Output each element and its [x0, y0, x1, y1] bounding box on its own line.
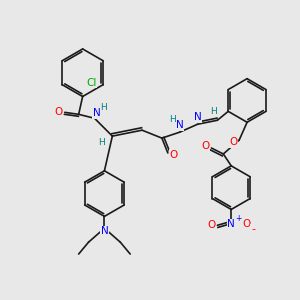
- Text: +: +: [235, 214, 242, 223]
- Text: H: H: [98, 138, 105, 147]
- Text: N: N: [227, 219, 235, 229]
- Text: H: H: [100, 103, 107, 112]
- Text: Cl: Cl: [86, 78, 97, 88]
- Text: -: -: [251, 224, 255, 234]
- Text: O: O: [55, 107, 63, 117]
- Text: N: N: [100, 226, 108, 236]
- Text: O: O: [201, 141, 210, 151]
- Text: O: O: [242, 219, 250, 229]
- Text: N: N: [176, 120, 184, 130]
- Text: N: N: [194, 112, 201, 122]
- Text: O: O: [229, 137, 237, 147]
- Text: N: N: [93, 108, 101, 118]
- Text: O: O: [170, 150, 178, 160]
- Text: H: H: [210, 107, 217, 116]
- Text: H: H: [169, 115, 176, 124]
- Text: O: O: [207, 220, 216, 230]
